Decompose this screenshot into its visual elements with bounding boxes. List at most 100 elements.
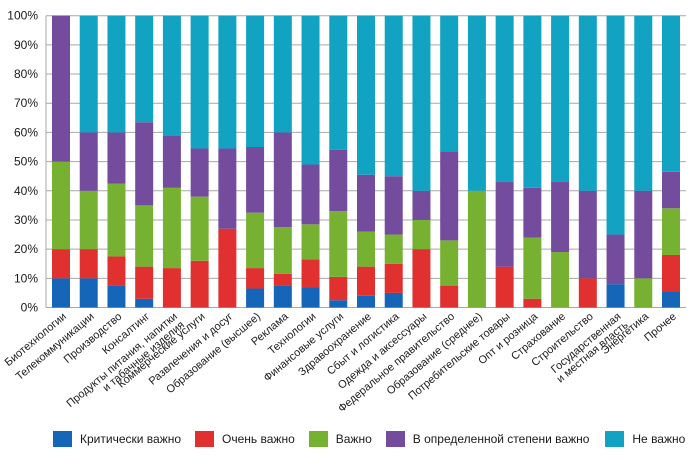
stacked-bar-chart: 0% 10% 20% 30% 40% 50% 60% 70% 80% 90% 100% Биотех… [3, 9, 686, 415]
bar-segment [384, 263, 403, 293]
bar-segment [662, 291, 680, 308]
bar-segment [412, 219, 431, 250]
bar-segment [107, 15, 126, 133]
y-tick-label: 90% [14, 38, 38, 52]
bar-segment [634, 15, 653, 191]
bar-segment [79, 132, 98, 191]
bar-segment [52, 278, 70, 308]
bar-segment [301, 15, 320, 165]
bar-segment [162, 187, 181, 269]
bar-segment [412, 15, 431, 191]
bar-segment [79, 278, 98, 308]
bar-segment [246, 288, 265, 308]
bar-stack [495, 15, 514, 308]
bar-segment [440, 15, 459, 152]
bar-segment [357, 15, 375, 175]
legend-swatch [53, 431, 72, 447]
bar-segment [301, 224, 320, 260]
bar-segment [190, 260, 209, 308]
legend-label: В определенной степени важно [412, 432, 590, 446]
bar-stack [329, 15, 348, 308]
bar-segment [495, 15, 514, 183]
bar-segment [634, 190, 653, 279]
bar-segment [162, 15, 181, 136]
bar-stack [107, 15, 126, 308]
bar-segment [107, 285, 126, 308]
y-tick-label: 60% [14, 125, 38, 139]
bar-segment [135, 205, 154, 267]
y-tick-label: 80% [14, 67, 38, 81]
bar-segment [162, 135, 181, 188]
bar-segment [135, 298, 154, 308]
bar-stack [467, 15, 486, 308]
bar-stack [634, 15, 653, 308]
y-tick-label: 0% [21, 301, 39, 315]
bar-stack [662, 15, 680, 308]
bar-segment [329, 149, 348, 212]
bar-segment [412, 249, 431, 308]
legend-label: Не важно [632, 432, 686, 446]
bar-segment [662, 171, 680, 209]
bar-stack [190, 15, 209, 308]
bars [52, 15, 680, 308]
legend-label: Очень важно [222, 432, 295, 446]
bar-stack [79, 15, 98, 308]
bar-stack [52, 15, 70, 308]
bar-segment [412, 190, 431, 220]
y-tick-label: 10% [14, 271, 38, 285]
x-axis: БиотехнологииТелекоммуникацииПроизводств… [3, 310, 679, 415]
bar-segment [190, 148, 209, 197]
bar-stack [551, 15, 570, 308]
bar-segment [329, 15, 348, 150]
bar-segment [357, 231, 375, 267]
bar-segment [662, 15, 680, 172]
bar-segment [357, 174, 375, 232]
bar-segment [357, 295, 375, 308]
bar-segment [384, 292, 403, 308]
bar-segment [495, 182, 514, 267]
bar-segment [634, 278, 653, 308]
bar-segment [190, 196, 209, 261]
bar-segment [523, 298, 542, 308]
bar-segment [135, 266, 154, 299]
bar-segment [218, 148, 237, 229]
bar-segment [551, 252, 570, 308]
legend-label: Важно [335, 432, 372, 446]
y-tick-label: 50% [14, 155, 38, 169]
bar-segment [107, 183, 126, 257]
bar-stack [162, 15, 181, 308]
bar-segment [384, 176, 403, 235]
legend-swatch [195, 431, 215, 447]
legend: Критически важно Очень важно Важно В опреде… [53, 431, 697, 447]
bar-segment [135, 122, 154, 206]
y-axis: 0% 10% 20% 30% 40% 50% 60% 70% 80% 90% 100% [7, 9, 47, 315]
bar-segment [107, 256, 126, 286]
bar-segment [79, 249, 98, 279]
bar-stack [273, 15, 292, 308]
bar-segment [190, 15, 209, 149]
bar-segment [523, 15, 542, 188]
bar-segment [329, 211, 348, 277]
legend-swatch [605, 431, 625, 447]
y-tick-label: 20% [14, 242, 38, 256]
bar-segment [301, 259, 320, 288]
bar-segment [79, 15, 98, 133]
bar-segment [246, 147, 265, 213]
bar-segment [384, 15, 403, 177]
bar-stack [578, 15, 597, 308]
legend-item: Очень важно [195, 431, 295, 447]
legend-swatch [385, 431, 405, 447]
bar-segment [551, 182, 570, 253]
bar-segment [273, 227, 292, 274]
y-tick-label: 40% [14, 184, 38, 198]
bar-stack [523, 15, 542, 308]
bar-segment [467, 190, 486, 308]
bar-segment [440, 240, 459, 286]
x-tick-label-line: Прочее [642, 311, 679, 345]
y-tick-label: 100% [7, 9, 38, 23]
legend-item: Не важно [605, 431, 685, 447]
bar-segment [357, 266, 375, 296]
legend-item: Важно [308, 431, 372, 447]
y-tick-label: 70% [14, 96, 38, 110]
bar-segment [329, 276, 348, 301]
